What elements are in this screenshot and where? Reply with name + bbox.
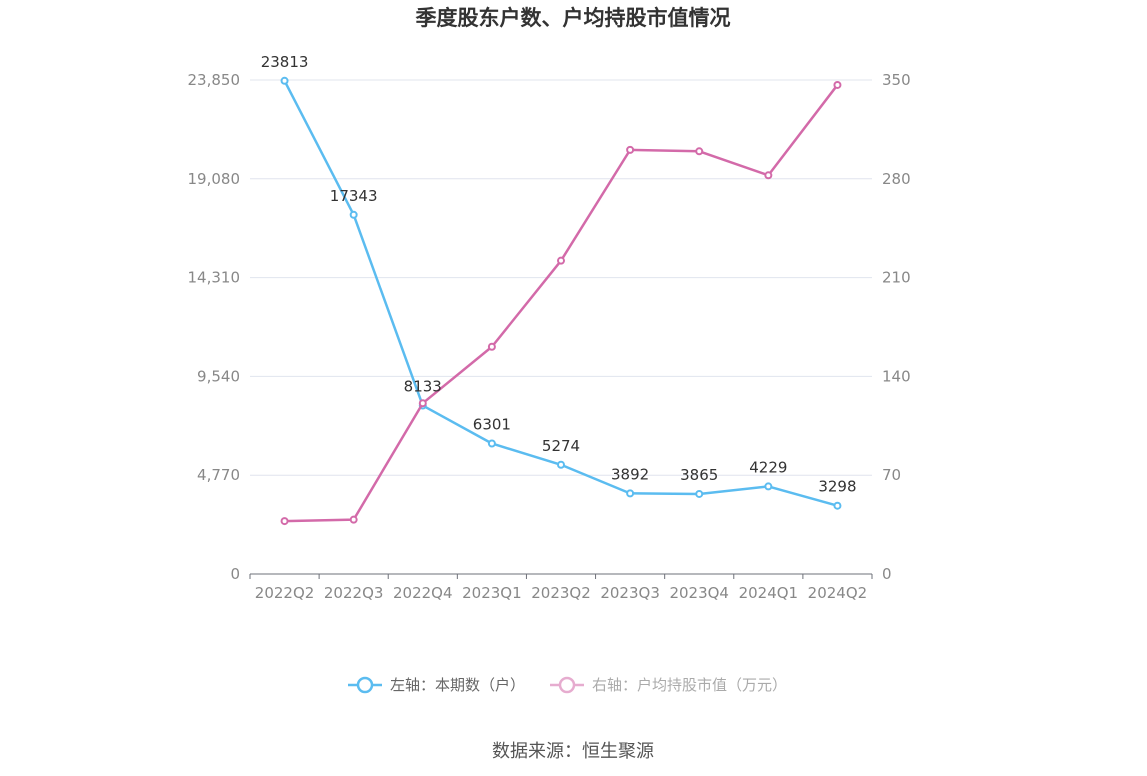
series-1-point[interactable] [695,489,704,498]
y-right-tick-label: 0 [882,565,892,583]
series-1-point[interactable] [280,76,289,85]
y-right-tick-label: 210 [882,269,911,287]
series-layer [280,76,842,526]
series-2-point[interactable] [487,342,496,351]
series-2-point[interactable] [418,399,427,408]
y-left-tick-label: 9,540 [197,367,240,385]
series-1-point[interactable] [764,482,773,491]
series-1-point[interactable] [626,489,635,498]
series-2-point[interactable] [280,517,289,526]
x-tick-label: 2023Q4 [669,584,729,602]
legend-item-2[interactable]: 右轴：户均持股市值（万元） [550,676,787,694]
series-2-point[interactable] [557,256,565,265]
data-label: 6301 [473,415,511,433]
source-note: 数据来源：恒生聚源 [492,741,654,762]
series-2-point[interactable] [626,145,635,154]
data-label: 23813 [261,53,309,71]
x-tick-label: 2024Q1 [739,584,799,602]
data-label: 3865 [680,466,718,484]
series-1-point[interactable] [833,501,842,510]
grid [250,79,872,476]
x-tick-label: 2022Q4 [393,584,453,602]
series-2-point[interactable] [764,171,773,180]
legend-label: 右轴：户均持股市值（万元） [592,676,787,694]
series-1-point[interactable] [487,439,496,448]
data-label: 3892 [611,465,649,483]
y-right-tick-label: 140 [882,367,911,385]
legend-marker [558,676,576,694]
legend-label: 左轴：本期数（户） [390,676,525,694]
legend[interactable]: 左轴：本期数（户） 右轴：户均持股市值（万元） [348,676,787,694]
y-right-tick-label: 280 [882,170,911,188]
data-label: 4229 [749,458,787,476]
x-tick-label: 2024Q2 [808,584,868,602]
series-1-point[interactable] [557,460,565,469]
series-line-2 [284,84,839,523]
y-left-tick-label: 14,310 [188,269,241,287]
y-right-tick-label: 70 [882,466,901,484]
axes: 0 4,770 9,540 14,310 19,080 23,850 0 70 140 210 28… [188,71,911,602]
y-left-tick-label: 0 [230,565,240,583]
series-1-point[interactable] [349,210,358,219]
legend-item-1[interactable]: 左轴：本期数（户） [348,676,525,694]
data-label: 17343 [330,187,378,205]
y-right-tick-label: 350 [882,71,911,89]
series-2-point[interactable] [695,147,704,156]
series-2-point[interactable] [833,80,842,89]
data-labels: 23813 17343 8133 6301 5274 3892 3865 4229 3298 [261,53,857,496]
data-label: 8133 [404,378,442,396]
series-2-point[interactable] [349,515,358,524]
y-left-tick-label: 4,770 [197,466,240,484]
data-label: 5274 [542,437,580,455]
y-left-tick-label: 19,080 [188,170,241,188]
x-tick-label: 2023Q3 [600,584,660,602]
y-left-tick-label: 23,850 [188,71,241,89]
chart-title: 季度股东户数、户均持股市值情况 [416,6,731,30]
data-label: 3298 [818,478,856,496]
x-tick-label: 2022Q3 [324,584,384,602]
legend-marker [356,676,374,694]
x-tick-label: 2023Q1 [462,584,522,602]
x-tick-label: 2023Q2 [531,584,591,602]
x-tick-label: 2022Q2 [255,584,315,602]
